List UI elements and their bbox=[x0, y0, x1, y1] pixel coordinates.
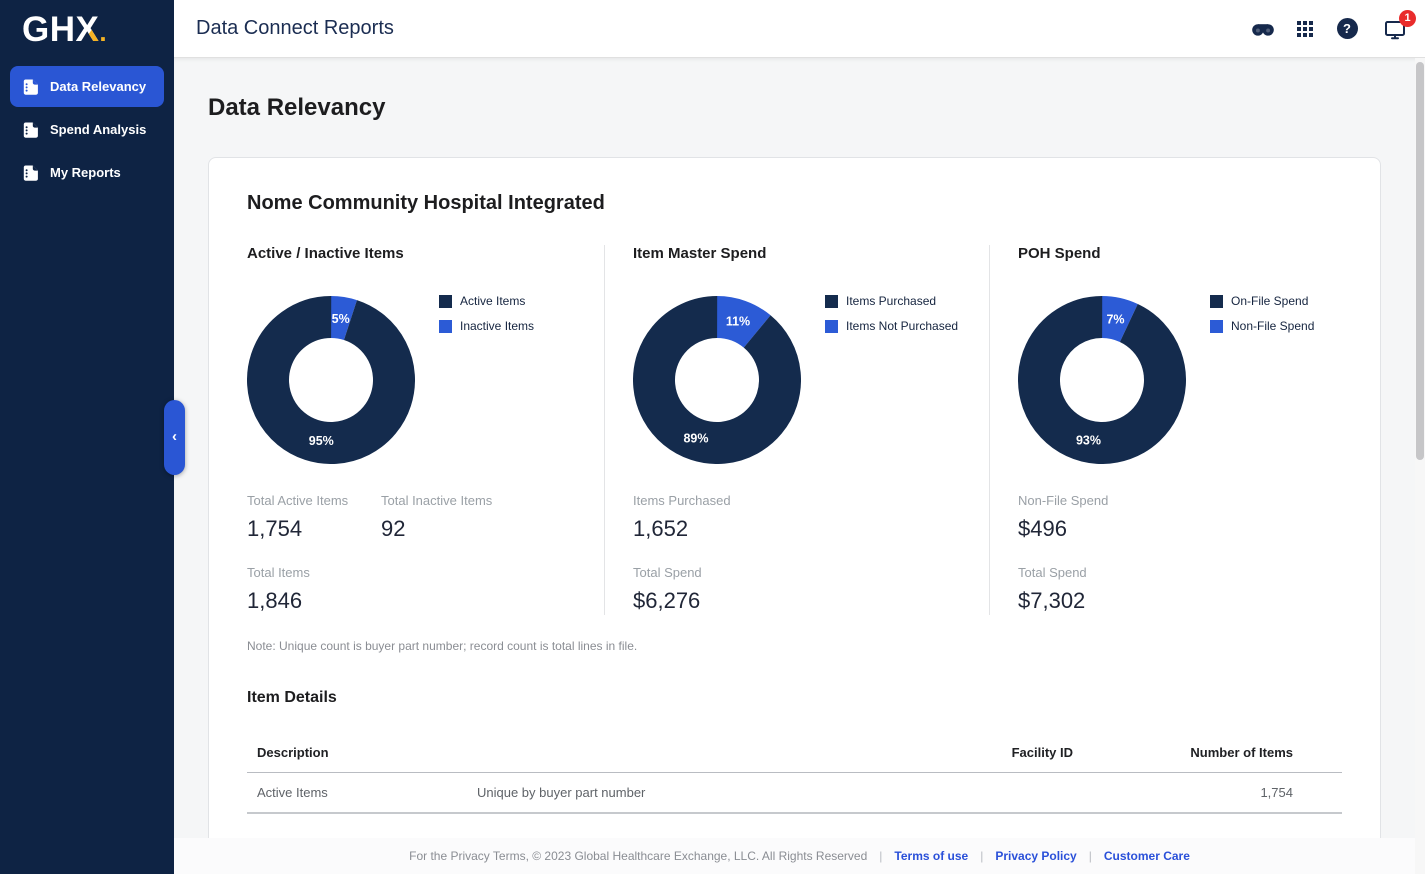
app-title: Data Connect Reports bbox=[196, 17, 394, 39]
footer-separator: | bbox=[1088, 849, 1092, 863]
terms-of-use-link[interactable]: Terms of use bbox=[894, 849, 969, 863]
sidebar-item-spend-analysis[interactable]: Spend Analysis bbox=[10, 109, 164, 150]
sidebar-item-label: Spend Analysis bbox=[50, 122, 147, 137]
customer-care-link[interactable]: Customer Care bbox=[1103, 849, 1190, 863]
chart-stats: Total Active Items 1,754 Total Inactive … bbox=[247, 493, 604, 615]
sidebar-nav: Data Relevancy Spend Analysis My Reports bbox=[0, 58, 174, 193]
col-facility-id[interactable]: Facility ID bbox=[907, 737, 1077, 773]
legend-item: Active Items bbox=[439, 294, 534, 308]
legend-item: Items Purchased bbox=[825, 294, 958, 308]
svg-text:95%: 95% bbox=[309, 434, 334, 448]
stat-total-spend: Total Spend $7,302 bbox=[1018, 565, 1087, 613]
cell-facility-id bbox=[907, 772, 1077, 814]
chevron-left-icon: ‹ bbox=[172, 428, 177, 445]
footer: For the Privacy Terms, © 2023 Global Hea… bbox=[174, 838, 1425, 874]
sidebar-item-label: Data Relevancy bbox=[50, 79, 147, 94]
report-doc-icon bbox=[23, 165, 38, 181]
legend-swatch bbox=[439, 294, 452, 308]
hospital-title: Nome Community Hospital Integrated bbox=[247, 192, 605, 214]
legend-swatch bbox=[439, 319, 452, 333]
page-title: Data Relevancy bbox=[208, 94, 386, 121]
donut-chart-active-inactive[interactable]: 5% 95% bbox=[247, 296, 415, 469]
legend-swatch bbox=[825, 294, 838, 308]
cell-number-of-items: 1,754 bbox=[1077, 772, 1297, 814]
chart-column-poh-spend: POH Spend 7% 93% On-File Spend Non-File S… bbox=[989, 245, 1342, 615]
svg-text:7%: 7% bbox=[1106, 313, 1124, 327]
donut-chart-poh-spend[interactable]: 7% 93% bbox=[1018, 296, 1186, 469]
table-header-row: Description Facility ID Number of Items bbox=[247, 737, 1342, 773]
report-doc-icon bbox=[23, 79, 38, 95]
sidebar-item-label: My Reports bbox=[50, 165, 121, 180]
sidebar: GHX X. Data Relevancy Spend Analysis bbox=[0, 0, 174, 874]
topbar-icons: ? 1 bbox=[1251, 9, 1425, 41]
sidebar-item-data-relevancy[interactable]: Data Relevancy bbox=[10, 66, 164, 107]
chart-column-active-inactive: Active / Inactive Items 5% 95% Active Ite… bbox=[247, 245, 604, 615]
donut-chart-item-master-spend[interactable]: 11% 89% bbox=[633, 296, 801, 469]
chart-stats: Non-File Spend $496 Total Spend $7,302 bbox=[1018, 493, 1342, 615]
legend-swatch bbox=[825, 319, 838, 333]
privacy-policy-link[interactable]: Privacy Policy bbox=[995, 849, 1077, 863]
apps-grid-icon[interactable] bbox=[1293, 17, 1317, 41]
report-card: Nome Community Hospital Integrated Activ… bbox=[208, 157, 1381, 874]
col-description[interactable]: Description bbox=[247, 737, 467, 773]
scrollbar-track[interactable] bbox=[1415, 58, 1425, 874]
stat-total-active-items: Total Active Items 1,754 bbox=[247, 493, 349, 541]
chart-legend: On-File Spend Non-File Spend bbox=[1210, 294, 1314, 469]
cell-detail: Unique by buyer part number bbox=[467, 772, 907, 814]
legend-item: Non-File Spend bbox=[1210, 319, 1314, 333]
svg-text:11%: 11% bbox=[726, 315, 750, 329]
chart-stats: Items Purchased 1,652 Total Spend $6,276 bbox=[633, 493, 989, 615]
chart-legend: Items Purchased Items Not Purchased bbox=[825, 294, 958, 469]
stat-items-purchased: Items Purchased 1,652 bbox=[633, 493, 731, 541]
chart-legend: Active Items Inactive Items bbox=[439, 294, 534, 469]
ghx-logo[interactable]: GHX X. bbox=[0, 0, 174, 58]
col-number-of-items[interactable]: Number of Items bbox=[1077, 737, 1297, 773]
mask-icon[interactable] bbox=[1251, 17, 1275, 41]
footnote: Note: Unique count is buyer part number;… bbox=[247, 639, 638, 653]
footer-separator: | bbox=[980, 849, 984, 863]
item-details-title: Item Details bbox=[247, 689, 337, 706]
charts-row: Active / Inactive Items 5% 95% Active Ite… bbox=[247, 245, 1342, 615]
report-doc-icon bbox=[23, 122, 38, 138]
legend-swatch bbox=[1210, 319, 1223, 333]
copyright-text: For the Privacy Terms, © 2023 Global Hea… bbox=[409, 849, 868, 863]
cell-description: Active Items bbox=[247, 772, 467, 814]
chart-title: POH Spend bbox=[1018, 245, 1101, 262]
svg-text:5%: 5% bbox=[332, 312, 350, 326]
main-content: Data Relevancy Nome Community Hospital I… bbox=[174, 58, 1425, 874]
item-details-table: Description Facility ID Number of Items … bbox=[247, 737, 1342, 814]
stat-total-inactive-items: Total Inactive Items 92 bbox=[381, 493, 493, 541]
legend-item: Inactive Items bbox=[439, 319, 534, 333]
legend-swatch bbox=[1210, 294, 1223, 308]
stat-non-file-spend: Non-File Spend $496 bbox=[1018, 493, 1109, 541]
sidebar-collapse-button[interactable]: ‹ bbox=[164, 400, 185, 475]
chart-title: Item Master Spend bbox=[633, 245, 767, 262]
notification-badge: 1 bbox=[1399, 9, 1416, 27]
chart-column-item-master-spend: Item Master Spend 11% 89% Items Purchased… bbox=[604, 245, 989, 615]
legend-item: Items Not Purchased bbox=[825, 319, 958, 333]
sidebar-item-my-reports[interactable]: My Reports bbox=[10, 152, 164, 193]
legend-item: On-File Spend bbox=[1210, 294, 1314, 308]
help-icon[interactable]: ? bbox=[1335, 17, 1359, 41]
topbar: Data Connect Reports ? bbox=[174, 0, 1425, 58]
chart-title: Active / Inactive Items bbox=[247, 245, 404, 262]
stat-total-items: Total Items 1,846 bbox=[247, 565, 310, 613]
monitor-notification-icon[interactable]: 1 bbox=[1383, 9, 1416, 41]
ghx-logo-text: GHX X. bbox=[22, 9, 108, 49]
svg-text:89%: 89% bbox=[683, 431, 708, 445]
table-row[interactable]: Active Items Unique by buyer part number… bbox=[247, 772, 1342, 814]
svg-text:93%: 93% bbox=[1076, 434, 1101, 448]
col-detail bbox=[467, 737, 907, 773]
footer-separator: | bbox=[879, 849, 883, 863]
scrollbar-thumb[interactable] bbox=[1416, 62, 1424, 460]
stat-total-spend: Total Spend $6,276 bbox=[633, 565, 702, 613]
